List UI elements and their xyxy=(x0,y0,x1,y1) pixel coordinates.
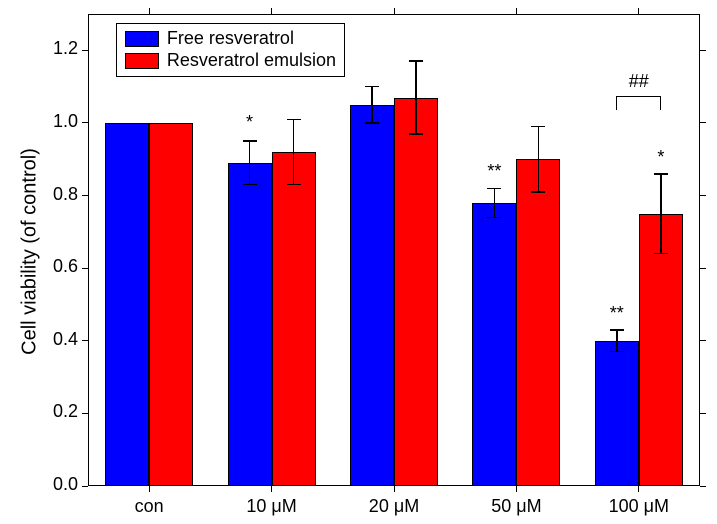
ytick-label: 0.8 xyxy=(53,184,78,205)
ytick-label: 0.2 xyxy=(53,401,78,422)
xtick-top xyxy=(394,8,395,14)
xtick-top xyxy=(271,8,272,14)
ytick xyxy=(82,340,88,341)
significance-annotation: ** xyxy=(610,303,624,324)
y-axis-label: Cell viability (of control) xyxy=(19,132,42,372)
significance-annotation: * xyxy=(246,112,253,133)
ytick-label: 1.0 xyxy=(53,111,78,132)
xtick-label: 10 μM xyxy=(246,496,296,517)
bar xyxy=(394,98,438,486)
legend-swatch xyxy=(125,53,159,69)
ytick xyxy=(82,268,88,269)
bar xyxy=(639,214,683,486)
ytick-label: 0.6 xyxy=(53,256,78,277)
cell-viability-bar-chart: 0.0 0.2 0.4 0.6 0.8 1.0 1.2 Cell viability (of … xyxy=(0,0,717,524)
ytick-right xyxy=(700,268,706,269)
legend-item: Resveratrol emulsion xyxy=(125,50,336,72)
ytick xyxy=(82,195,88,196)
xtick xyxy=(271,486,272,492)
xtick xyxy=(394,486,395,492)
significance-annotation: * xyxy=(657,147,664,168)
ytick-label: 1.2 xyxy=(53,38,78,59)
bar xyxy=(516,159,560,486)
xtick xyxy=(516,486,517,492)
legend-label: Resveratrol emulsion xyxy=(167,50,336,72)
ytick-right xyxy=(700,50,706,51)
comparison-label: ## xyxy=(629,71,649,92)
significance-annotation: ** xyxy=(487,161,501,182)
ytick-label: 0.4 xyxy=(53,329,78,350)
bar xyxy=(472,203,516,486)
ytick-right xyxy=(700,195,706,196)
bar xyxy=(149,123,193,486)
legend-item: Free resveratrol xyxy=(125,28,336,50)
comparison-bracket xyxy=(617,96,661,97)
xtick-label: 100 μM xyxy=(609,496,669,517)
ytick-right xyxy=(700,413,706,414)
bar xyxy=(228,163,272,486)
ytick-right xyxy=(700,122,706,123)
ytick-right xyxy=(700,340,706,341)
xtick xyxy=(149,486,150,492)
ytick xyxy=(82,413,88,414)
bar xyxy=(272,152,316,486)
bar xyxy=(595,341,639,486)
xtick-top xyxy=(638,8,639,14)
legend-swatch xyxy=(125,31,159,47)
ytick-label: 0.0 xyxy=(53,474,78,495)
xtick-top xyxy=(149,8,150,14)
ytick-right xyxy=(700,486,706,487)
legend: Free resveratrolResveratrol emulsion xyxy=(116,23,345,76)
xtick-label: 20 μM xyxy=(369,496,419,517)
bar xyxy=(350,105,394,486)
comparison-bracket-drop xyxy=(660,96,661,110)
ytick xyxy=(82,486,88,487)
xtick xyxy=(638,486,639,492)
ytick xyxy=(82,122,88,123)
legend-label: Free resveratrol xyxy=(167,28,294,50)
ytick xyxy=(82,50,88,51)
xtick-label: con xyxy=(135,496,164,517)
xtick-top xyxy=(516,8,517,14)
comparison-bracket-drop xyxy=(616,96,617,110)
bar xyxy=(105,123,149,486)
xtick-label: 50 μM xyxy=(491,496,541,517)
